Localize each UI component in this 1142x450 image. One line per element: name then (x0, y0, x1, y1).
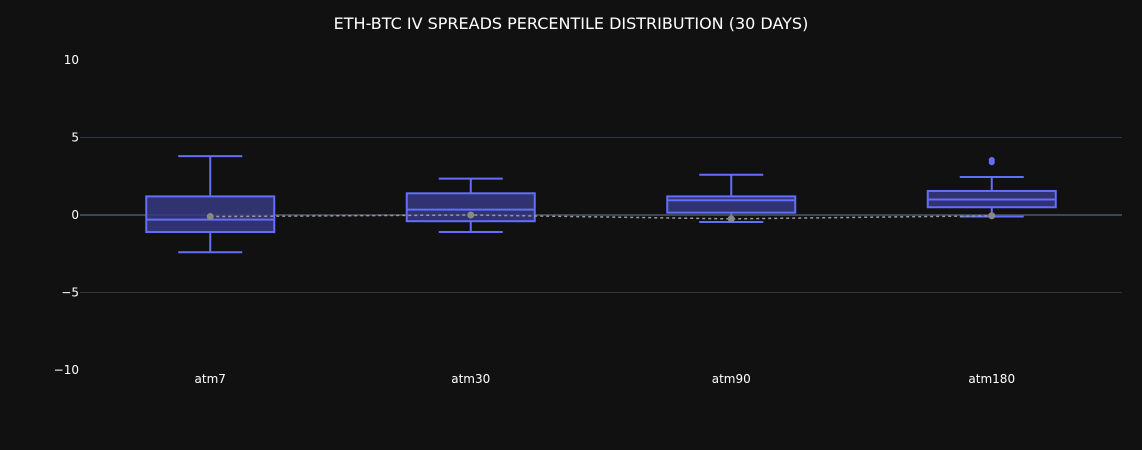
y-tick-label: 0 (71, 208, 79, 222)
mean-marker (988, 212, 996, 220)
x-tick-label: atm90 (712, 372, 751, 386)
box-series (145, 155, 1057, 254)
iqr-box (666, 195, 797, 214)
box-atm30 (405, 177, 536, 234)
y-axis-ticks: 10 5 0 −5 −10 (54, 53, 79, 377)
y-tick-label: −5 (61, 286, 79, 300)
box-atm7 (145, 155, 276, 254)
box-atm90 (666, 173, 797, 223)
x-tick-label: atm180 (968, 372, 1015, 386)
y-tick-label: 5 (71, 131, 79, 145)
mean-marker (467, 211, 475, 219)
x-axis-ticks: atm7 atm30 atm90 atm180 (195, 372, 1016, 386)
y-tick-label: 10 (64, 53, 79, 67)
box-atm180 (926, 156, 1057, 218)
mean-line (210, 214, 992, 220)
x-tick-label: atm7 (195, 372, 226, 386)
x-tick-label: atm30 (451, 372, 490, 386)
outlier-point (988, 156, 995, 163)
mean-marker (727, 215, 735, 223)
mean-marker (206, 213, 214, 221)
y-tick-label: −10 (54, 363, 79, 377)
chart-title: ETH-BTC IV SPREADS PERCENTILE DISTRIBUTI… (334, 14, 809, 33)
mean-series (206, 211, 996, 223)
